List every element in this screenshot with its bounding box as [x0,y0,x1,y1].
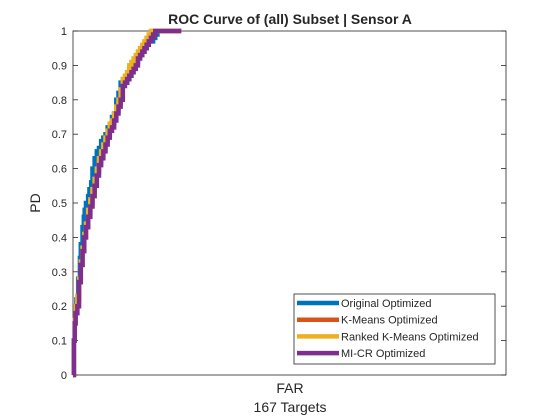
y-tick-label: 1 [61,26,67,38]
y-tick-label: 0.9 [52,60,67,72]
legend-label-2: K-Means Optimized [341,315,438,327]
legend: Original Optimized K-Means Optimized Ranke… [293,293,496,365]
y-tick-label: 0.6 [52,164,67,176]
y-tick-label: 0.1 [52,336,67,348]
legend-label-3: Ranked K-Means Optimized [341,331,479,343]
y-tick-label: 0.8 [52,95,67,107]
y-axis: 0 0.1 0.2 0.3 0.4 0.5 0.6 0.7 0.8 0.9 1 [52,26,506,382]
chart-title: ROC Curve of (all) Subset | Sensor A [168,11,412,27]
y-tick-label: 0.5 [52,198,67,210]
series-line-4 [71,28,182,378]
y-tick-label: 0.2 [52,301,67,313]
legend-label-4: MI-CR Optimized [341,348,425,360]
legend-label-1: Original Optimized [341,298,431,310]
y-tick-label: 0.4 [52,232,67,244]
y-axis-label: PD [27,193,43,212]
plot-area [71,28,182,378]
y-tick-label: 0 [61,370,67,382]
y-tick-label: 0.7 [52,129,67,141]
y-tick-label: 0.3 [52,267,67,279]
x-axis-sublabel: 167 Targets [254,399,327,415]
x-axis-label: FAR [276,380,303,396]
